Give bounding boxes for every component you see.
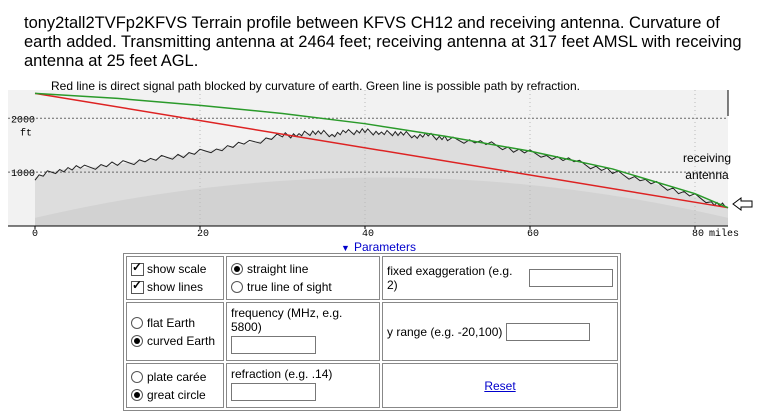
great-circle-radio[interactable]: great circle: [131, 386, 219, 404]
terrain-line: [34, 127, 729, 209]
triangle-down-icon: ▼: [341, 243, 350, 253]
receiving-antenna-label: receiving antenna: [672, 150, 742, 184]
chart-caption: Red line is direct signal path blocked b…: [51, 79, 580, 93]
direct-path-line: [34, 92, 729, 209]
straight-line-radio[interactable]: straight line: [231, 260, 375, 278]
terrain-profile-chart: 1000 2000 ft 0 20 40 60 80 miles: [0, 86, 757, 246]
parameters-table: show scale show lines straight line true…: [123, 253, 621, 411]
plate-carree-radio[interactable]: plate carée: [131, 368, 219, 386]
radio-unselected-icon: [131, 316, 143, 329]
arrow-left-icon: [732, 197, 753, 211]
radio-unselected-icon: [231, 281, 243, 293]
y-range-label: y range (e.g. -20,100): [387, 324, 503, 339]
flat-earth-radio[interactable]: flat Earth: [131, 314, 219, 332]
radio-selected-icon: [131, 388, 143, 401]
parameters-label: Parameters: [353, 240, 416, 254]
frequency-input[interactable]: [231, 336, 316, 354]
checkbox-checked-icon: [131, 278, 144, 294]
page-title: tony2tall2TVFp2KFVS Terrain profile betw…: [24, 14, 742, 70]
x-tick-label: 0: [32, 229, 38, 240]
refracted-path-line: [34, 92, 729, 209]
frequency-label: frequency (MHz, e.g. 5800): [231, 306, 343, 334]
x-axis-label: miles: [709, 228, 739, 240]
show-scale-checkbox[interactable]: show scale: [131, 260, 219, 278]
y-tick-label: 2000: [11, 115, 35, 126]
reset-link[interactable]: Reset: [484, 378, 516, 393]
x-tick-label: 40: [362, 229, 374, 240]
y-axis-label: ft: [20, 127, 32, 139]
curved-earth-radio[interactable]: curved Earth: [131, 332, 219, 350]
refraction-label: refraction (e.g. .14): [231, 367, 333, 381]
y-range-input[interactable]: [505, 322, 590, 341]
parameters-toggle[interactable]: ▼ Parameters: [0, 240, 757, 254]
earth-curvature-bulge: [35, 177, 728, 226]
checkbox-checked-icon: [131, 260, 144, 276]
show-lines-checkbox[interactable]: show lines: [131, 278, 219, 296]
radio-selected-icon: [231, 263, 243, 275]
refraction-input[interactable]: [231, 383, 316, 401]
receiving-label-line2: antenna: [685, 168, 729, 182]
fixed-exaggeration-input[interactable]: [529, 269, 613, 287]
x-tick-label: 20: [197, 229, 209, 240]
x-tick-label: 80: [692, 229, 704, 240]
radio-selected-icon: [131, 334, 143, 347]
true-line-of-sight-radio[interactable]: true line of sight: [231, 278, 375, 296]
fixed-exaggeration-label: fixed exaggeration (e.g. 2): [387, 264, 513, 292]
radio-unselected-icon: [131, 370, 143, 383]
receiving-label-line1: receiving: [682, 151, 732, 165]
y-tick-label: 1000: [11, 169, 35, 180]
x-tick-label: 60: [527, 229, 539, 240]
